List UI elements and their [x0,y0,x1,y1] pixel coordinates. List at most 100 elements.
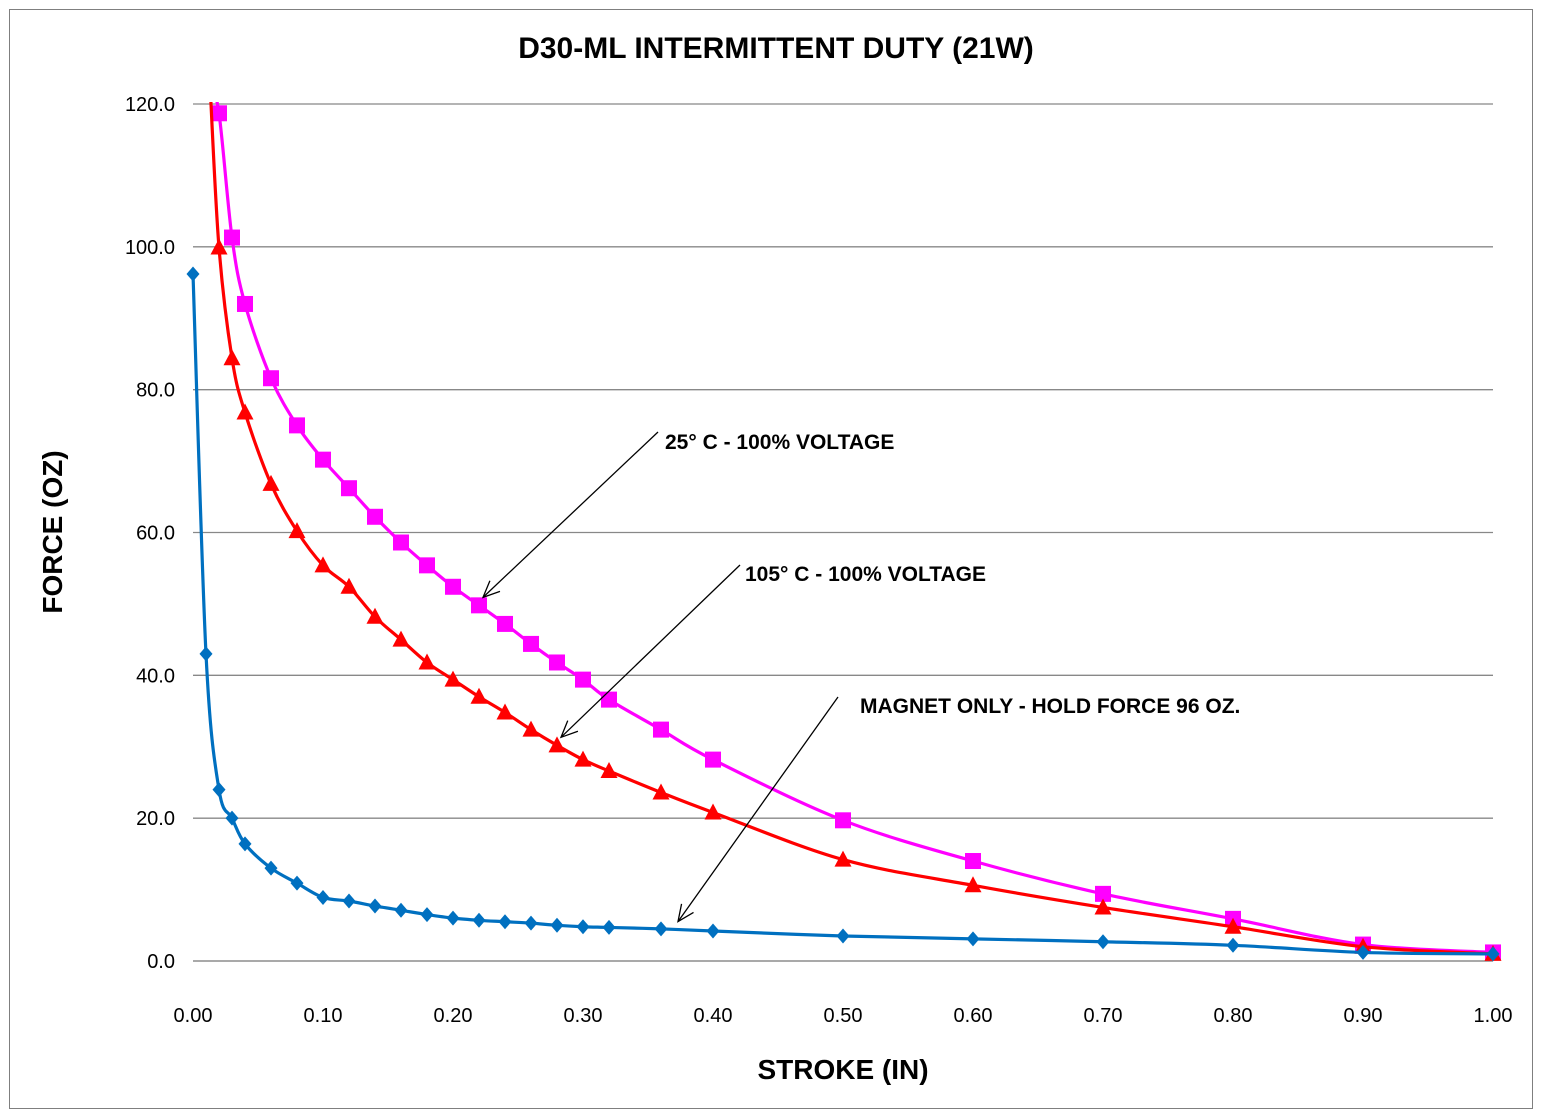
annotation-label: 105° C - 100% VOLTAGE [745,563,986,586]
chart-title: D30-ML INTERMITTENT DUTY (21W) [518,32,1034,65]
series-line [215,102,1494,955]
annotation: 105° C - 100% VOLTAGE [559,563,986,739]
x-axis-title: STROKE (IN) [757,1054,928,1085]
annotation-layer: 25° C - 100% VOLTAGE 105° C - 100% VOLTAG… [481,431,1240,923]
y-tick-label: 60.0 [136,523,175,545]
square-marker [1095,885,1111,902]
square-marker [445,578,461,595]
diamond-marker [524,915,538,931]
x-tick-label: 0.90 [1344,1005,1383,1027]
square-marker [523,635,539,652]
series-triangle [209,102,1502,961]
series-square [211,102,1501,961]
triangle-marker [548,736,566,753]
square-marker [289,417,305,434]
square-marker [237,295,253,312]
triangle-marker [834,850,852,867]
diamond-marker [368,898,382,914]
square-marker [263,370,279,387]
square-marker [393,534,409,551]
diamond-marker [264,860,278,876]
square-marker [315,451,331,468]
arrow-line [560,564,741,738]
square-marker [471,597,487,614]
y-axis-title: FORCE (OZ) [37,450,68,613]
triangle-marker [704,803,722,820]
triangle-marker [314,556,332,573]
triangle-marker [470,687,488,704]
x-tick-labels: 0.00 0.10 0.20 0.30 0.40 0.50 0.60 0.70 0.80 0.90… [174,1005,1513,1027]
diamond-marker [238,836,252,852]
diamond-marker [394,902,408,918]
diamond-marker [186,266,200,282]
diamond-marker [316,889,330,905]
diamond-marker [966,931,980,947]
diamond-marker [212,782,226,798]
square-marker [367,508,383,525]
arrow-line [677,696,839,922]
triangle-marker [418,653,436,670]
square-marker [965,853,981,870]
diamond-marker [1096,934,1110,950]
triangle-marker [444,670,462,687]
x-tick-label: 0.10 [304,1005,343,1027]
diamond-marker [1486,946,1500,962]
diamond-marker [342,893,356,909]
square-marker [653,721,669,738]
diamond-marker [654,921,668,937]
square-marker [419,557,435,574]
y-tick-label: 20.0 [136,808,175,830]
triangle-marker [262,474,280,491]
square-marker [575,671,591,688]
triangle-marker [522,720,540,737]
triangle-marker [496,703,514,720]
gridlines [193,103,1493,962]
arrowhead-icon [481,580,501,599]
triangle-marker [223,349,241,366]
diamond-marker [199,646,213,662]
x-tick-label: 0.40 [694,1005,733,1027]
annotation-label: MAGNET ONLY - HOLD FORCE 96 OZ. [860,695,1240,718]
x-tick-label: 0.60 [954,1005,993,1027]
diamond-marker [225,810,239,826]
diamond-marker [290,875,304,891]
square-marker [224,229,240,246]
triangle-marker [1224,917,1242,934]
square-marker [497,615,513,632]
square-marker [835,812,851,829]
triangle-marker [1094,898,1112,915]
y-tick-label: 80.0 [136,380,175,402]
annotation: 25° C - 100% VOLTAGE [481,431,894,599]
diamond-marker [706,923,720,939]
diamond-marker [498,914,512,930]
x-tick-label: 0.20 [434,1005,473,1027]
triangle-marker [652,783,670,800]
arrowhead-icon [559,720,579,739]
series-layer [186,102,1502,962]
y-tick-labels: 0.0 20.0 40.0 60.0 80.0 100.0 120.0 [125,94,175,973]
diamond-marker [602,919,616,935]
y-tick-label: 40.0 [136,665,175,687]
annotation-label: 25° C - 100% VOLTAGE [665,431,894,454]
square-marker [549,654,565,671]
diamond-marker [420,907,434,923]
triangle-marker [340,577,358,594]
x-tick-label: 0.30 [564,1005,603,1027]
diamond-marker [446,910,460,926]
square-marker [705,751,721,768]
arrow-line [482,431,659,598]
y-tick-label: 0.0 [147,951,175,973]
triangle-marker [236,403,254,420]
diamond-marker [550,917,564,933]
x-tick-label: 0.70 [1084,1005,1123,1027]
square-marker [341,480,357,497]
x-tick-label: 1.00 [1474,1005,1513,1027]
series-diamond [186,266,1500,962]
arrowhead-icon [677,903,694,923]
triangle-marker [288,522,306,539]
triangle-marker [366,607,384,624]
triangle-marker [392,630,410,647]
triangle-marker [600,762,618,779]
diamond-marker [1356,944,1370,960]
x-tick-label: 0.80 [1214,1005,1253,1027]
